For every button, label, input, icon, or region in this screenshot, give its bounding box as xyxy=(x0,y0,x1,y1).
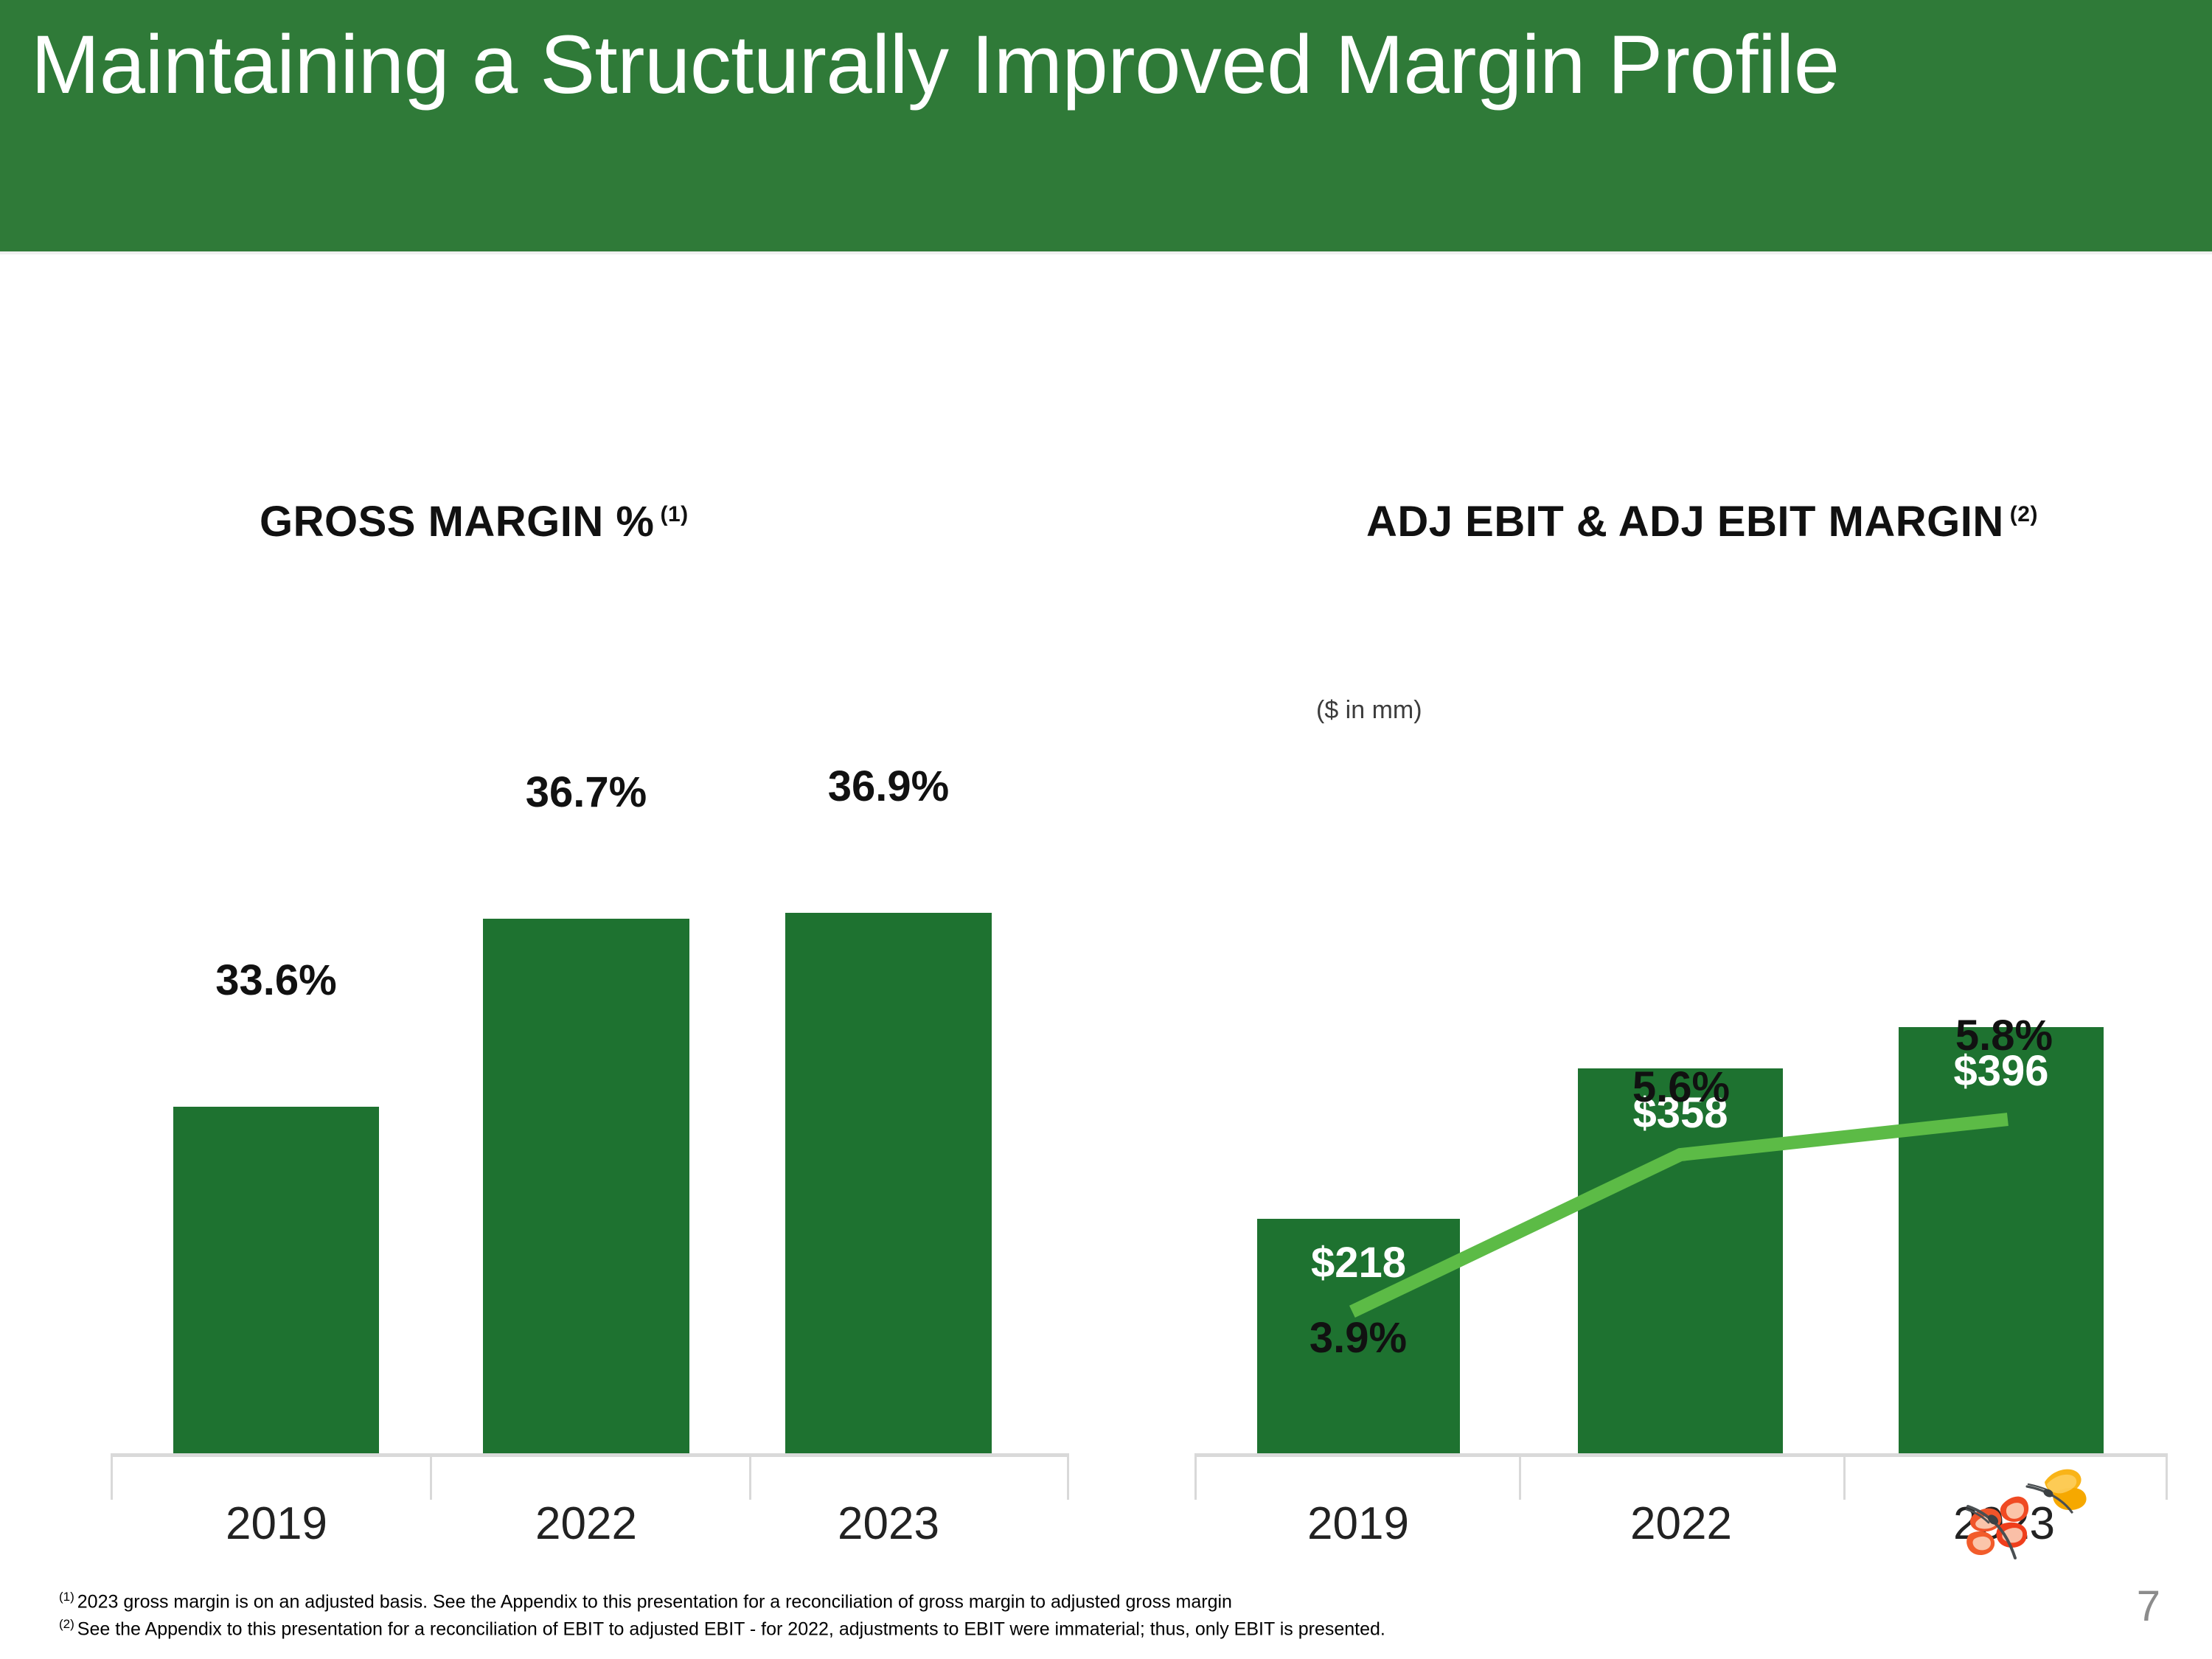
x-axis-line xyxy=(1194,1453,2168,1457)
bar-2019[interactable] xyxy=(173,1107,379,1453)
footnote-2-text: See the Appendix to this presentation fo… xyxy=(77,1618,1385,1640)
bar-2022[interactable] xyxy=(483,919,689,1453)
axis-tick xyxy=(1067,1457,1069,1500)
gross-margin-title-text: GROSS MARGIN % xyxy=(260,498,655,546)
slide-header-band: Maintaining a Structurally Improved Marg… xyxy=(0,0,2212,254)
axis-tick xyxy=(1519,1457,1521,1500)
axis-tick xyxy=(1194,1457,1197,1500)
axis-tick xyxy=(1843,1457,1846,1500)
line-value-2022: 5.6% xyxy=(1632,1063,1731,1111)
footnote-2: (2) See the Appendix to this presentation… xyxy=(59,1615,1829,1643)
yellow-butterfly-icon xyxy=(2025,1469,2087,1514)
page-number: 7 xyxy=(2136,1582,2160,1630)
category-label-2019: 2019 xyxy=(226,1498,327,1549)
bar-value-2023: 36.9% xyxy=(827,762,950,810)
footnote-1-marker: (1) xyxy=(59,1590,74,1604)
units-note: ($ in mm) xyxy=(1316,696,1422,724)
footnote-1-text: 2023 gross margin is on an adjusted basi… xyxy=(77,1591,1232,1613)
bar-value-2023: $396 xyxy=(1953,1047,2049,1095)
bar-value-2022: 36.7% xyxy=(525,768,647,816)
bar-value-2019: $218 xyxy=(1310,1239,1407,1287)
gross-margin-plot-area: 33.6% 36.7% 36.9% 2019 2022 2023 xyxy=(111,694,1069,1549)
butterfly-logo xyxy=(1965,1469,2087,1559)
footnote-2-marker: (2) xyxy=(59,1617,74,1632)
adj-ebit-title-text: ADJ EBIT & ADJ EBIT MARGIN xyxy=(1366,498,2004,546)
line-value-2019: 3.9% xyxy=(1309,1314,1408,1362)
axis-tick xyxy=(749,1457,751,1500)
page-title: Maintaining a Structurally Improved Marg… xyxy=(31,18,1840,111)
adj-ebit-chart-title: ADJ EBIT & ADJ EBIT MARGIN (2) xyxy=(1366,497,2038,546)
footnote-1: (1) 2023 gross margin is on an adjusted b… xyxy=(59,1588,1829,1615)
category-label-2022: 2022 xyxy=(535,1498,637,1549)
bar-2023[interactable] xyxy=(785,913,992,1453)
category-label-2019: 2019 xyxy=(1307,1498,1409,1549)
orange-butterfly-icon xyxy=(1965,1496,2029,1559)
axis-tick xyxy=(111,1457,113,1500)
category-label-2023: 2023 xyxy=(838,1498,939,1549)
axis-tick xyxy=(2166,1457,2168,1500)
bar-value-2019: 33.6% xyxy=(215,956,337,1004)
adj-ebit-title-footnote-marker: (2) xyxy=(2009,501,2038,526)
category-label-2022: 2022 xyxy=(1630,1498,1732,1549)
line-value-2023: 5.8% xyxy=(1955,1012,2053,1060)
footnotes-block: (1) 2023 gross margin is on an adjusted b… xyxy=(59,1588,1829,1643)
x-axis-line xyxy=(111,1453,1069,1457)
gross-margin-chart-title: GROSS MARGIN % (1) xyxy=(260,497,689,546)
axis-tick xyxy=(430,1457,432,1500)
gross-margin-title-footnote-marker: (1) xyxy=(660,501,689,526)
adj-ebit-plot-area: $218 $358 $396 3.9% 5.6% 5.8% 2019 2022 … xyxy=(1194,694,2168,1549)
